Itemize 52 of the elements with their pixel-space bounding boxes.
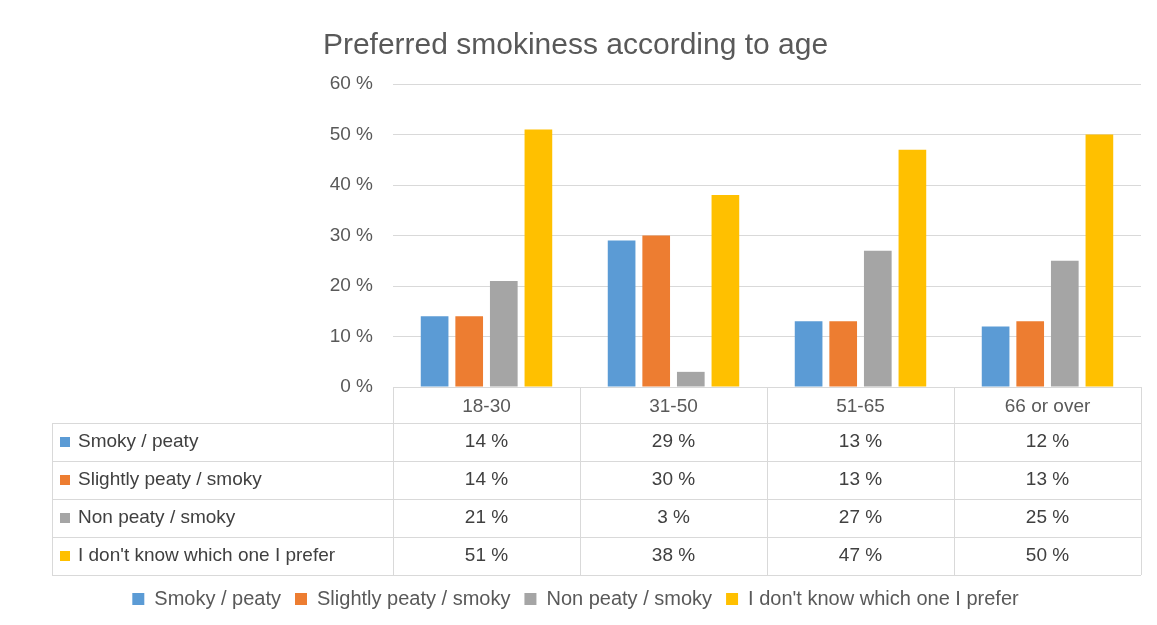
y-tick-label: 10 %: [329, 324, 374, 346]
data-label: 12 %: [1025, 430, 1070, 452]
chart-title: Preferred smokiness according to age: [322, 27, 829, 61]
data-label: 30 %: [651, 468, 696, 490]
legend-label: Non peaty / smoky: [546, 586, 713, 609]
y-tick-label: 20 %: [329, 274, 374, 296]
data-label: 14 %: [464, 468, 509, 490]
bar: [676, 371, 705, 387]
data-label: 25 %: [1025, 506, 1070, 528]
legend-label: I don't know which one I prefer: [748, 586, 1020, 609]
bar: [420, 316, 449, 387]
bar: [898, 149, 927, 387]
y-tick-label: 60 %: [329, 72, 374, 94]
bar: [1085, 134, 1114, 387]
data-label: 14 %: [464, 430, 509, 452]
y-tick-label: 40 %: [329, 173, 374, 195]
bar: [981, 326, 1010, 387]
data-label: 21 %: [464, 506, 509, 528]
bar: [829, 321, 858, 387]
x-tick-label: 18-30: [462, 394, 511, 416]
bar: [455, 316, 484, 387]
y-tick-label: 0 %: [340, 375, 374, 397]
bar: [642, 235, 671, 387]
bar: [607, 240, 636, 387]
bar: [489, 280, 518, 387]
data-label: 27 %: [838, 506, 883, 528]
data-label: 29 %: [651, 430, 696, 452]
data-label: 3 %: [657, 506, 690, 528]
x-tick-label: 31-50: [649, 394, 698, 416]
x-tick-label: 51-65: [836, 394, 885, 416]
legend-label: Slightly peaty / smoky: [317, 586, 511, 609]
text: Slightly peaty / smoky: [78, 468, 262, 490]
data-label: 50 %: [1025, 544, 1070, 566]
bar: [794, 321, 823, 387]
bar: [711, 195, 740, 387]
text: Non peaty / smoky: [78, 506, 236, 528]
y-tick-label: 30 %: [329, 223, 374, 245]
data-label: 47 %: [838, 544, 883, 566]
legend-label: Smoky / peaty: [78, 430, 199, 452]
data-label: 13 %: [1025, 468, 1070, 490]
data-label: 13 %: [838, 468, 883, 490]
x-tick-label: 66 or over: [1004, 394, 1091, 416]
data-label: 13 %: [838, 430, 883, 452]
data-label: 38 %: [651, 544, 696, 566]
data-label: 51 %: [464, 544, 509, 566]
bar: [1016, 321, 1045, 387]
text: Smoky / peaty: [154, 586, 282, 609]
text: I don't know which one I prefer: [78, 544, 336, 566]
y-tick-label: 50 %: [329, 122, 374, 144]
bar: [863, 250, 892, 387]
bar: [1050, 260, 1079, 387]
bar: [524, 129, 553, 387]
